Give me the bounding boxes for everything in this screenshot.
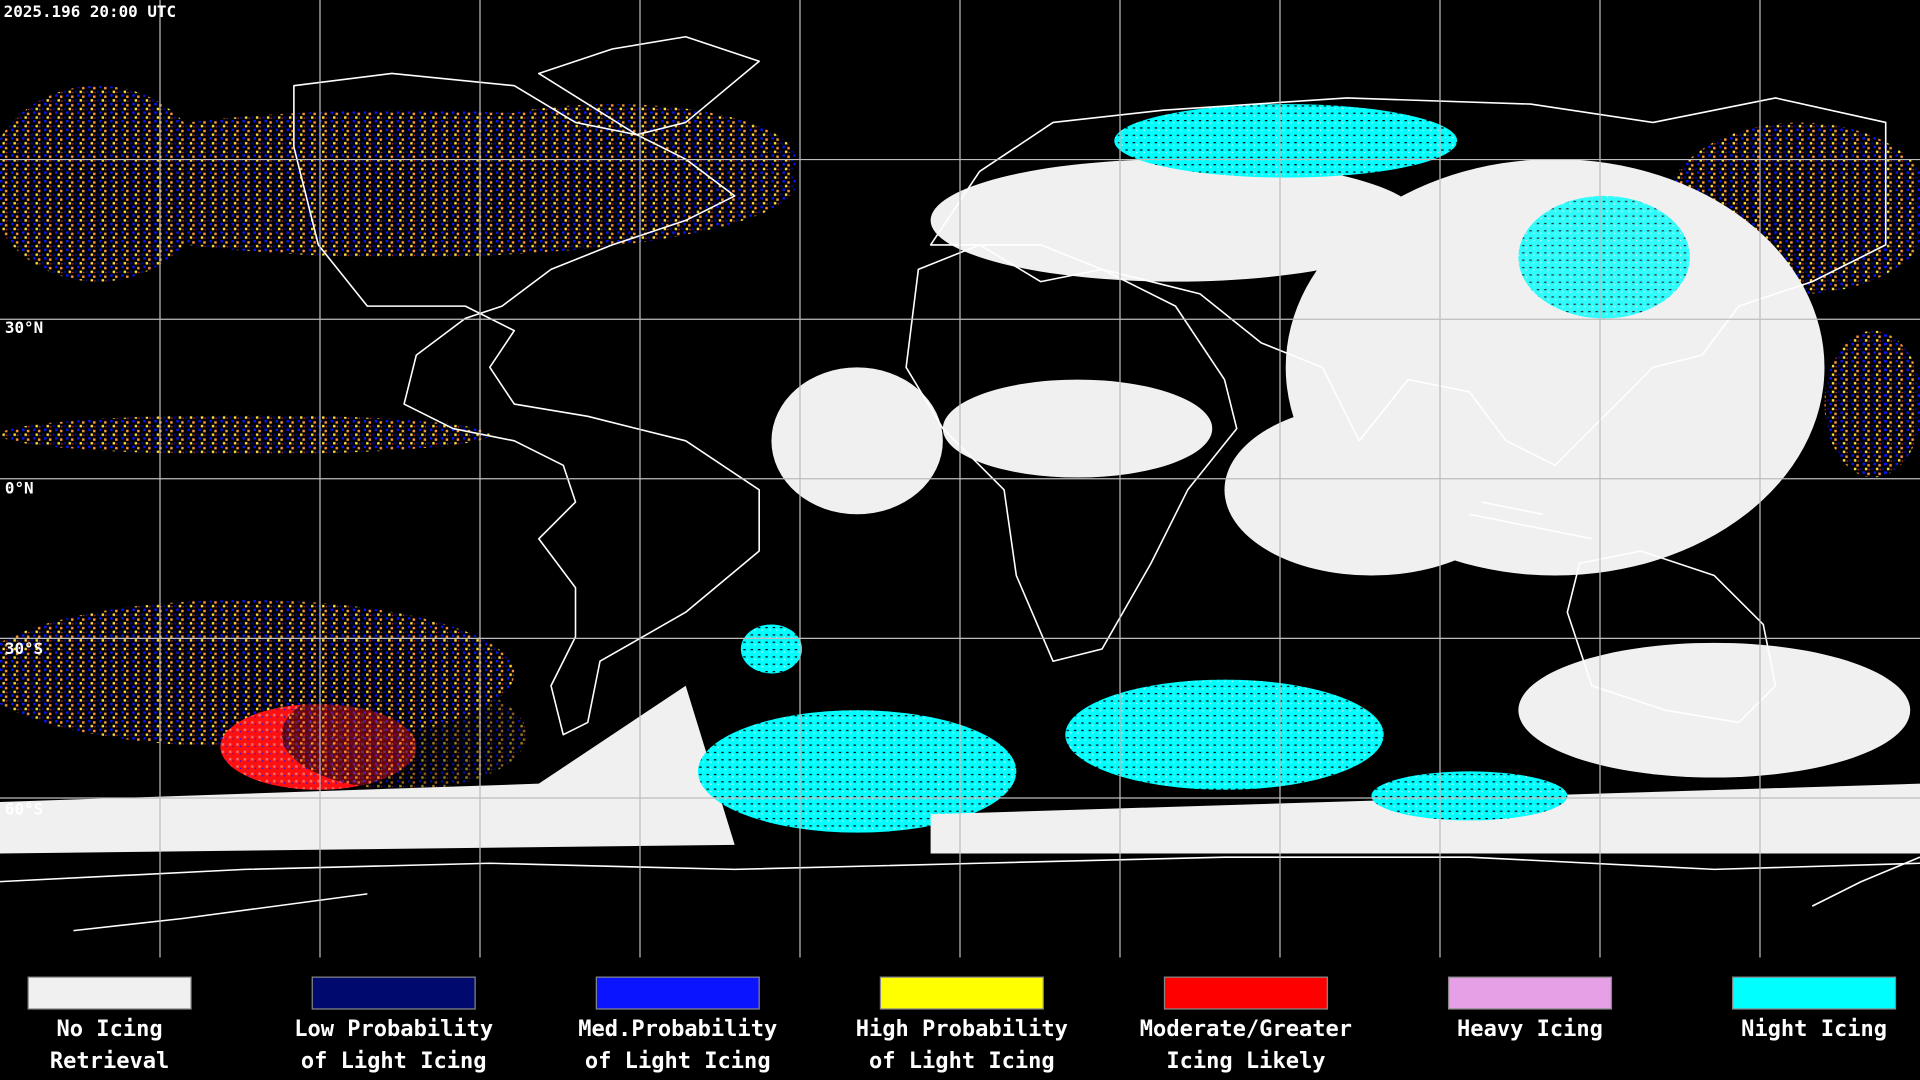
legend-label: No Icing (57, 1017, 163, 1042)
legend-label: Night Icing (1741, 1017, 1887, 1042)
legend-swatch (1732, 976, 1897, 1010)
legend-swatch (1163, 976, 1328, 1010)
legend-label: Icing Likely (1166, 1049, 1325, 1074)
icing-fields (0, 85, 1920, 854)
legend-label: Retrieval (50, 1049, 169, 1074)
graticule (0, 0, 1920, 958)
legend-label: of Light Icing (869, 1049, 1055, 1074)
timestamp: 2025.196 20:00 UTC (4, 2, 176, 21)
legend-swatch (879, 976, 1044, 1010)
legend-label: Heavy Icing (1457, 1017, 1603, 1042)
legend-label: of Light Icing (585, 1049, 771, 1074)
latitude-label: 30°N (5, 318, 43, 337)
legend-swatch (311, 976, 476, 1010)
legend-swatch (1447, 976, 1613, 1010)
legend-label: Moderate/Greater (1140, 1017, 1352, 1042)
latitude-labels: 30°N 0°N 30°S 60°S (5, 318, 43, 818)
map: 2025.196 20:00 UTC 30°N 0°N 30°S 60°S (0, 0, 1920, 958)
legend-label: Low Probability (294, 1017, 493, 1042)
legend-swatch (595, 976, 760, 1010)
legend-label: of Light Icing (301, 1049, 487, 1074)
legend-swatch (27, 976, 192, 1010)
latitude-label: 60°S (5, 799, 43, 818)
legend-label: Med.Probability (578, 1017, 777, 1042)
legend: No Icing Retrieval Low Probability of Light… (27, 976, 1897, 1074)
legend-label: High Probability (856, 1017, 1068, 1042)
latitude-label: 0°N (5, 478, 34, 497)
coastlines (0, 35, 1920, 932)
latitude-label: 30°S (5, 639, 43, 658)
